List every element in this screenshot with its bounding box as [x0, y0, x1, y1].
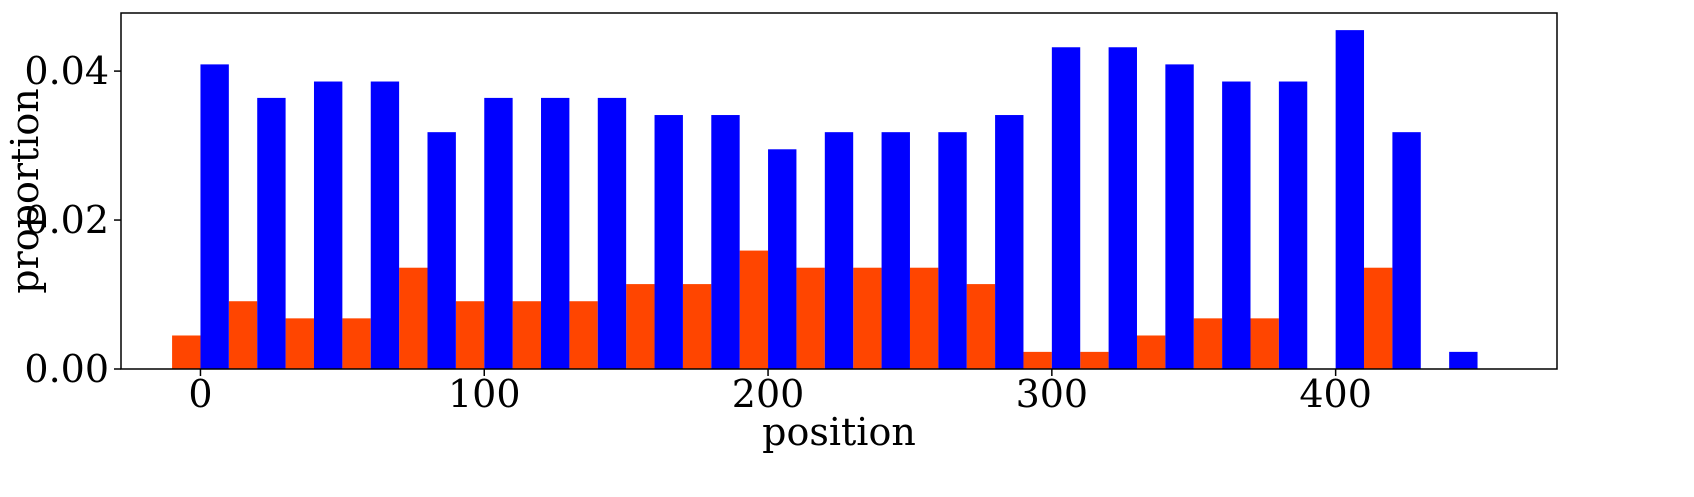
bar	[966, 284, 996, 369]
bar	[342, 318, 371, 369]
bar	[1335, 30, 1365, 370]
x-axis-label: position	[762, 410, 916, 454]
bar	[512, 301, 542, 369]
bar	[995, 115, 1024, 369]
bar	[427, 132, 456, 369]
bar	[1051, 47, 1081, 370]
bar	[881, 132, 910, 369]
x-tick-label: 200	[732, 372, 805, 416]
bar	[824, 132, 854, 369]
bar	[399, 267, 428, 369]
bar	[370, 81, 400, 369]
bar	[909, 267, 939, 369]
x-tick-label: 400	[1299, 372, 1372, 416]
bar	[682, 284, 712, 369]
bar	[200, 64, 229, 369]
bar	[541, 97, 570, 370]
bar	[257, 97, 286, 370]
bar	[569, 301, 598, 369]
y-tick-label: 0.02	[24, 198, 109, 242]
x-axis-ticks: 0 100 200 300 400	[188, 369, 1372, 416]
y-axis-ticks: 0.00 0.02 0.04	[24, 49, 121, 391]
bar	[1278, 81, 1308, 369]
bar	[313, 81, 343, 369]
bars-group	[172, 30, 1478, 370]
bar	[796, 267, 825, 369]
plot-frame	[120, 12, 1558, 370]
bar	[597, 97, 627, 370]
bar	[1364, 267, 1393, 369]
bar	[1392, 132, 1421, 369]
bar	[768, 149, 797, 369]
y-tick-label: 0.00	[24, 347, 109, 391]
bar	[228, 301, 258, 369]
y-tick-label: 0.04	[24, 49, 109, 93]
x-tick-label: 0	[188, 372, 212, 416]
bar	[938, 132, 967, 369]
bar	[654, 115, 683, 369]
bar	[739, 250, 769, 369]
bar	[455, 301, 485, 369]
bar	[1136, 335, 1166, 369]
bar	[1108, 47, 1137, 370]
bar	[853, 267, 882, 369]
bar	[484, 97, 513, 370]
bar	[1250, 318, 1279, 369]
x-tick-label: 300	[1016, 372, 1089, 416]
bar	[1222, 81, 1251, 369]
y-axis-label: proportion	[3, 88, 47, 294]
bar	[626, 284, 655, 369]
bar	[285, 318, 314, 369]
bar	[1080, 351, 1109, 369]
bar	[172, 335, 201, 369]
bar	[711, 115, 740, 369]
bar	[1449, 351, 1478, 369]
bar	[1193, 318, 1223, 369]
bar	[1165, 64, 1194, 369]
bar	[1023, 351, 1052, 369]
x-tick-label: 100	[448, 372, 521, 416]
